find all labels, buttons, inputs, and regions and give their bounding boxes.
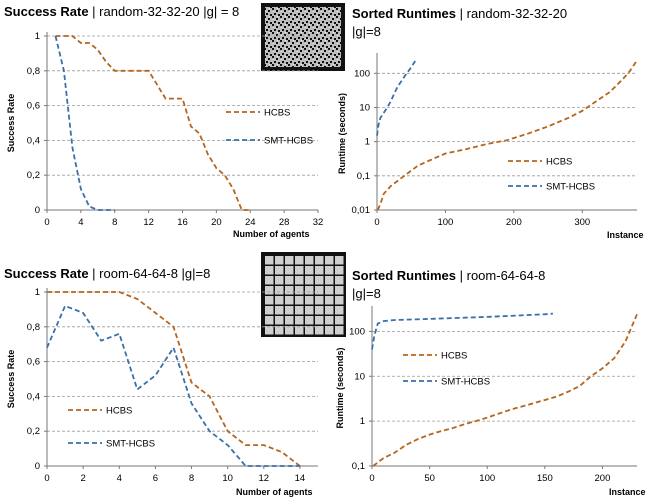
x-tick-label: 8 <box>189 473 194 484</box>
legend-label-hcbs: HCBS <box>441 351 467 362</box>
x-tick-label: 4 <box>117 473 122 484</box>
y-axis-label: Runtime (seconds) <box>337 93 347 174</box>
x-tick-label: 8 <box>112 217 117 228</box>
y-tick-label: 0,4 <box>27 391 40 402</box>
chart-title: Sorted Runtimes | random-32-32-20 <box>352 6 567 21</box>
x-tick-label: 24 <box>245 217 256 228</box>
x-axis-label: Instance <box>609 487 646 497</box>
chart-panel-1: Success Rate | random-32-32-20 |g| = 800… <box>4 4 323 239</box>
x-tick-label: 100 <box>479 473 495 484</box>
y-tick-label: 1 <box>360 416 365 427</box>
y-tick-label: 0,8 <box>27 66 40 77</box>
chart-title: Sorted Runtimes | room-64-64-8 <box>352 268 545 283</box>
x-axis-label: Number of agents <box>233 229 310 239</box>
x-tick-label: 300 <box>574 217 590 228</box>
y-tick-label: 1 <box>365 137 370 148</box>
y-axis-label: Success Rate <box>6 350 16 409</box>
series-line-hcbs <box>376 59 638 211</box>
x-tick-label: 0 <box>44 473 49 484</box>
series-line-hcbs <box>55 35 251 211</box>
legend-label-smt-hcbs: SMT-HCBS <box>441 377 490 388</box>
y-tick-label: 10 <box>359 102 370 113</box>
series-line-smt-hcbs <box>376 59 417 136</box>
chart-title: Success Rate | random-32-32-20 |g| = 8 <box>4 4 239 19</box>
x-tick-label: 16 <box>177 217 188 228</box>
y-tick-label: 0,4 <box>27 135 40 146</box>
y-tick-label: 100 <box>349 326 365 337</box>
x-tick-label: 12 <box>143 217 154 228</box>
x-tick-label: 28 <box>279 217 290 228</box>
random-map-thumbnail <box>261 3 345 71</box>
legend-label-smt-hcbs: SMT-HCBS <box>546 182 595 193</box>
y-axis-label: Success Rate <box>6 94 16 153</box>
chart-panel-2: Sorted Runtimes | random-32-32-20 |g|=8 0,… <box>337 6 644 240</box>
x-tick-label: 0 <box>369 473 374 484</box>
y-tick-label: 0 <box>35 461 40 472</box>
room-map-thumbnail <box>261 252 346 337</box>
x-tick-label: 12 <box>259 473 270 484</box>
x-tick-label: 200 <box>506 217 522 228</box>
y-tick-label: 0,1 <box>352 461 365 472</box>
y-tick-label: 0,01 <box>352 205 371 216</box>
x-tick-label: 100 <box>437 217 453 228</box>
y-axis-label: Runtime (seconds) <box>335 347 345 428</box>
x-tick-label: 14 <box>295 473 306 484</box>
y-tick-label: 0,8 <box>27 322 40 333</box>
y-tick-label: 0,6 <box>27 357 40 368</box>
y-tick-label: 1 <box>35 287 40 298</box>
x-tick-label: 20 <box>211 217 222 228</box>
chart-panel-3: Success Rate | room-64-64-8 |g|=8 0 0,2 0,4… <box>4 266 318 497</box>
legend-label-hcbs: HCBS <box>106 406 132 417</box>
legend-label-smt-hcbs: SMT-HCBS <box>106 439 155 450</box>
series-line-smt-hcbs <box>54 35 115 211</box>
x-tick-label: 200 <box>595 473 611 484</box>
legend-label-hcbs: HCBS <box>546 157 572 168</box>
series-line-smt-hcbs <box>371 312 553 350</box>
y-tick-label: 0,1 <box>357 171 370 182</box>
x-tick-label: 150 <box>537 473 553 484</box>
chart-title-line2: |g|=8 <box>352 24 381 39</box>
x-tick-label: 0 <box>44 217 49 228</box>
series-line-smt-hcbs <box>46 304 300 467</box>
x-tick-label: 6 <box>153 473 158 484</box>
y-tick-label: 0,2 <box>27 170 40 181</box>
x-axis-label: Instance <box>607 230 644 240</box>
x-tick-label: 0 <box>374 217 379 228</box>
legend-label-hcbs: HCBS <box>264 108 290 119</box>
chart-panel-4: Sorted Runtimes | room-64-64-8 |g|=8 0,1 1 1… <box>335 268 646 497</box>
legend-label-smt-hcbs: SMT-HCBS <box>264 136 313 147</box>
x-axis-label: Number of agents <box>236 487 313 497</box>
chart-title: Success Rate | room-64-64-8 |g|=8 <box>4 266 210 281</box>
y-tick-label: 0,6 <box>27 101 40 112</box>
y-tick-label: 100 <box>354 68 370 79</box>
chart-title-line2: |g|=8 <box>352 286 381 301</box>
y-tick-label: 0 <box>35 205 40 216</box>
y-tick-label: 0,2 <box>27 426 40 437</box>
x-tick-label: 2 <box>80 473 85 484</box>
x-tick-label: 32 <box>313 217 324 228</box>
x-tick-label: 50 <box>424 473 435 484</box>
series-line-hcbs <box>372 313 638 467</box>
series-line-hcbs <box>47 291 301 467</box>
x-tick-label: 4 <box>78 217 83 228</box>
y-tick-label: 10 <box>354 371 365 382</box>
y-tick-label: 1 <box>35 31 40 42</box>
x-tick-label: 10 <box>222 473 233 484</box>
